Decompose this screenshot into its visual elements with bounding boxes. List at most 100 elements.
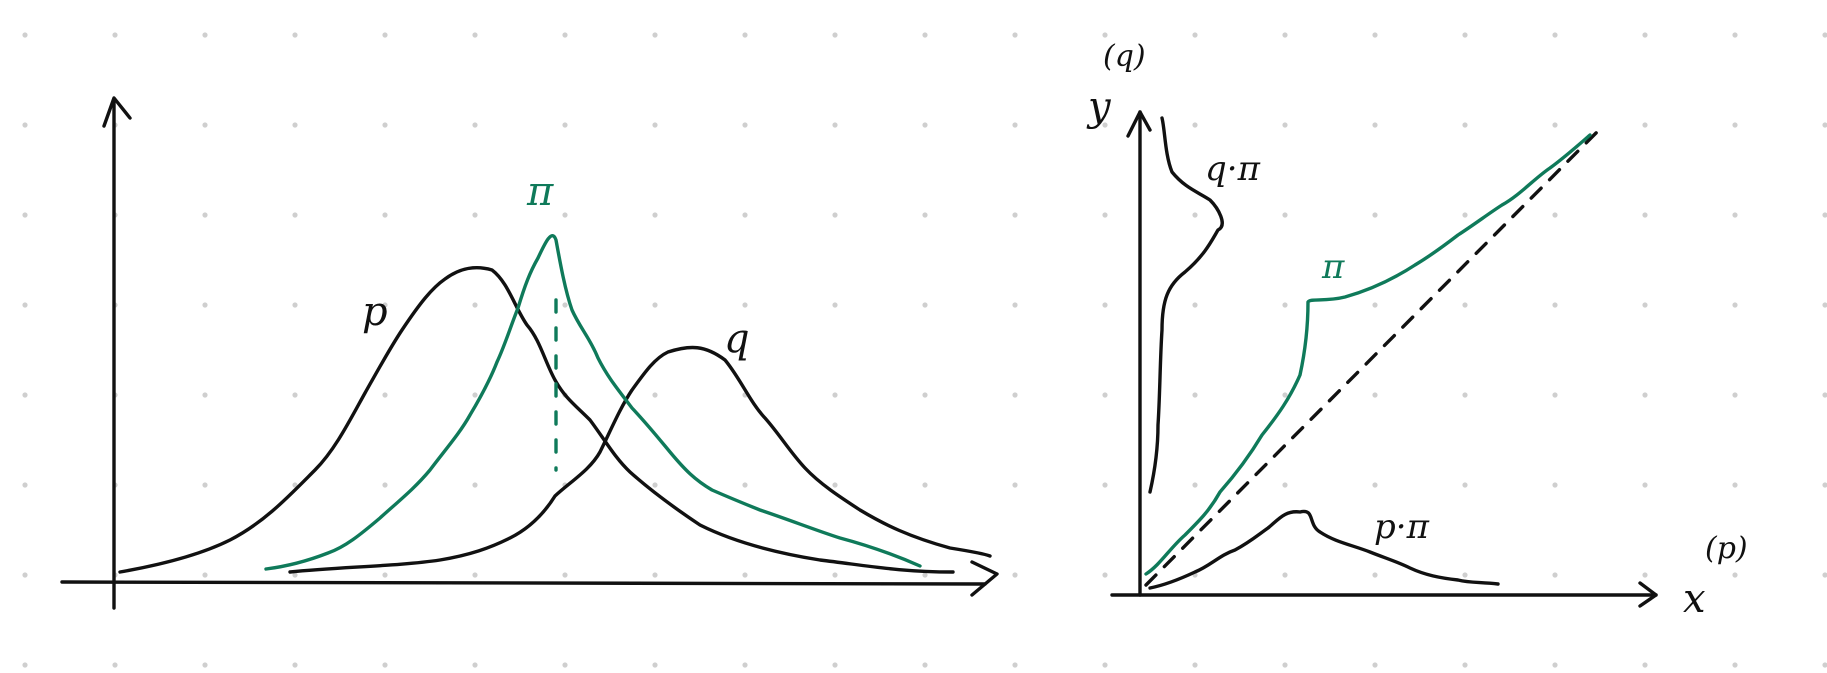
grid-dot (1732, 32, 1738, 38)
grid-dot (1642, 212, 1648, 218)
grid-dot (832, 302, 838, 308)
grid-dot (382, 32, 388, 38)
grid-dot (1732, 122, 1738, 128)
grid-dot (1372, 212, 1378, 218)
grid-dot (1822, 302, 1827, 308)
grid-dot (22, 122, 28, 128)
grid-dot (1282, 392, 1288, 398)
grid-dot (1462, 212, 1468, 218)
grid-dot (1282, 302, 1288, 308)
grid-dot (1282, 32, 1288, 38)
grid-dot (202, 662, 208, 668)
grid-dot (562, 212, 568, 218)
grid-dot (652, 482, 658, 488)
grid-dot (1642, 572, 1648, 578)
grid-dot (1192, 662, 1198, 668)
grid-dot (1732, 392, 1738, 398)
grid-dot (1462, 32, 1468, 38)
grid-dot (742, 212, 748, 218)
right-x-axis-arrowhead (1638, 581, 1658, 608)
grid-dot (1552, 302, 1558, 308)
grid-dot (1012, 212, 1018, 218)
grid-dot (1552, 482, 1558, 488)
grid-dot (472, 32, 478, 38)
density-curve-pi (264, 233, 922, 571)
grid-dot (202, 212, 208, 218)
grid-dot (22, 302, 28, 308)
label-p: p (362, 289, 388, 335)
grid-dot (832, 122, 838, 128)
grid-dot (1552, 662, 1558, 668)
grid-dot (382, 662, 388, 668)
grid-dot (562, 662, 568, 668)
grid-dot (1822, 32, 1827, 38)
grid-dot (1012, 572, 1018, 578)
grid-dot (652, 662, 658, 668)
grid-dot (382, 212, 388, 218)
grid-dot (1102, 212, 1108, 218)
grid-dot (1012, 482, 1018, 488)
grid-dot (472, 662, 478, 668)
grid-dot (472, 212, 478, 218)
grid-dot (1282, 662, 1288, 668)
grid-dot (1462, 482, 1468, 488)
grid-dot (1822, 572, 1827, 578)
grid-dot (1552, 572, 1558, 578)
grid-dot (292, 392, 298, 398)
grid-dot (922, 122, 928, 128)
grid-dot (1732, 482, 1738, 488)
density-curve-q (288, 345, 992, 574)
grid-dot (1822, 482, 1827, 488)
grid-dot (1192, 482, 1198, 488)
grid-dot (922, 572, 928, 578)
grid-dot (922, 662, 928, 668)
grid-dot (22, 482, 28, 488)
grid-dot (1102, 302, 1108, 308)
diagonal-dashed-line (1144, 130, 1599, 587)
grid-dot (1552, 392, 1558, 398)
grid-dot (1372, 572, 1378, 578)
grid-dot (1282, 572, 1288, 578)
grid-dot (1012, 122, 1018, 128)
grid-dot (742, 32, 748, 38)
grid-dot (1282, 212, 1288, 218)
grid-dot (202, 32, 208, 38)
grid-dot (652, 302, 658, 308)
grid-dot (1282, 482, 1288, 488)
grid-dot (1822, 212, 1827, 218)
label-y-axis-sup: (q) (1103, 39, 1146, 74)
grid-dot (1102, 572, 1108, 578)
grid-dot (202, 122, 208, 128)
grid-dot (922, 392, 928, 398)
grid-dot (22, 572, 28, 578)
left-y-axis-arrowhead (102, 96, 132, 128)
grid-dot (832, 572, 838, 578)
grid-dot (1102, 662, 1108, 668)
grid-dot (1642, 662, 1648, 668)
grid-dot (1642, 392, 1648, 398)
grid-dot (562, 302, 568, 308)
grid-dot (202, 392, 208, 398)
grid-dot (1192, 32, 1198, 38)
grid-dot (1462, 392, 1468, 398)
grid-dot (1642, 482, 1648, 488)
grid-dot (562, 122, 568, 128)
left-x-axis (60, 580, 987, 586)
grid-dot (1822, 392, 1827, 398)
grid-dot (1732, 212, 1738, 218)
grid-dot (112, 32, 118, 38)
grid-dot (472, 302, 478, 308)
grid-dot (1102, 122, 1108, 128)
grid-dot (742, 302, 748, 308)
grid-dot (922, 32, 928, 38)
grid-dot (1372, 302, 1378, 308)
grid-dot (652, 392, 658, 398)
grid-dot (202, 302, 208, 308)
grid-dot (112, 662, 118, 668)
label-q: q (724, 316, 750, 362)
grid-dot (1192, 212, 1198, 218)
grid-dot (1102, 392, 1108, 398)
grid-dot (1462, 122, 1468, 128)
grid-dot (22, 212, 28, 218)
grid-dot (652, 212, 658, 218)
